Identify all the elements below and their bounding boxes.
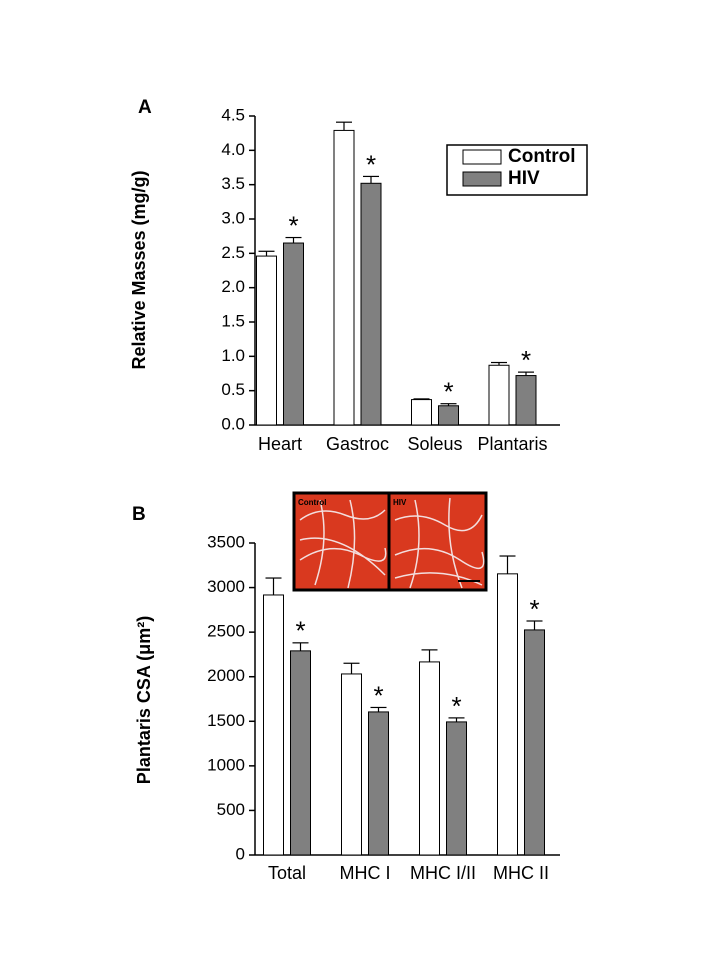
x-tick-label: Soleus xyxy=(407,434,462,454)
x-tick-label: MHC II xyxy=(493,863,549,883)
error-bar xyxy=(258,250,275,257)
y-axis-label: Relative Masses (mg/g) xyxy=(129,170,149,369)
x-tick-label: MHC I xyxy=(340,863,391,883)
legend-label: Control xyxy=(508,146,576,167)
error-bar xyxy=(448,717,465,722)
y-tick-label: 2.0 xyxy=(221,277,245,296)
bar xyxy=(419,661,440,856)
x-tick-label: MHC I/II xyxy=(410,863,476,883)
y-tick-label: 1500 xyxy=(207,711,245,730)
y-tick-label: 1.0 xyxy=(221,346,245,365)
error-bar xyxy=(265,577,282,595)
error-bar xyxy=(292,642,309,651)
bar xyxy=(283,242,304,426)
y-tick-label: 0 xyxy=(236,844,245,863)
significance-mark: * xyxy=(288,210,298,240)
inset-label: HIV xyxy=(393,498,407,507)
error-bar xyxy=(518,371,534,376)
y-tick-label: 4.0 xyxy=(221,140,245,159)
y-tick-label: 500 xyxy=(217,800,245,819)
panel-label: B xyxy=(132,504,146,525)
significance-mark: * xyxy=(366,149,376,179)
bar xyxy=(360,182,382,426)
y-tick-label: 3.5 xyxy=(221,174,245,193)
bar xyxy=(497,573,518,856)
bar xyxy=(411,399,432,426)
bar xyxy=(368,711,389,856)
y-tick-label: 1000 xyxy=(207,755,245,774)
significance-mark: * xyxy=(451,691,461,721)
bar xyxy=(290,650,311,856)
bar xyxy=(446,721,467,856)
error-bar xyxy=(370,706,387,712)
error-bar xyxy=(285,236,302,244)
histology-inset: Control HIV xyxy=(292,491,488,592)
x-tick-label: Heart xyxy=(258,434,302,454)
bar xyxy=(333,129,355,426)
error-bar xyxy=(421,649,438,662)
legend-swatch xyxy=(462,149,502,165)
bar xyxy=(341,673,362,856)
y-tick-label: 2.5 xyxy=(221,243,245,262)
significance-mark: * xyxy=(521,345,531,375)
bar xyxy=(438,405,459,426)
y-tick-label: 4.5 xyxy=(221,105,245,124)
y-tick-label: 0.5 xyxy=(221,380,245,399)
legend-swatch xyxy=(462,171,502,187)
bar xyxy=(524,629,545,856)
bar xyxy=(256,255,277,426)
y-tick-label: 2000 xyxy=(207,666,245,685)
x-tick-label: Total xyxy=(268,863,306,883)
error-bar xyxy=(499,555,516,574)
error-bar xyxy=(363,175,379,184)
x-tick-label: Plantaris xyxy=(477,434,547,454)
significance-mark: * xyxy=(295,616,305,646)
significance-mark: * xyxy=(443,377,453,407)
legend-label: HIV xyxy=(508,168,540,189)
bar xyxy=(263,594,284,856)
inset-texture xyxy=(299,497,485,589)
y-tick-label: 3.0 xyxy=(221,208,245,227)
y-tick-label: 2500 xyxy=(207,622,245,641)
y-tick-label: 1.5 xyxy=(221,311,245,330)
y-tick-label: 0.0 xyxy=(221,414,245,433)
inset-label: Control xyxy=(298,498,326,507)
error-bar xyxy=(343,662,360,674)
error-bar xyxy=(526,620,543,630)
y-axis-label: Plantaris CSA (μm²) xyxy=(134,616,154,784)
significance-mark: * xyxy=(529,594,539,624)
y-tick-label: 3500 xyxy=(207,532,245,551)
bar xyxy=(488,364,510,426)
x-tick-label: Gastroc xyxy=(326,434,389,454)
bar xyxy=(515,375,537,426)
y-tick-label: 3000 xyxy=(207,577,245,596)
error-bar xyxy=(336,121,352,131)
panel-label: A xyxy=(138,97,152,118)
significance-mark: * xyxy=(373,680,383,710)
